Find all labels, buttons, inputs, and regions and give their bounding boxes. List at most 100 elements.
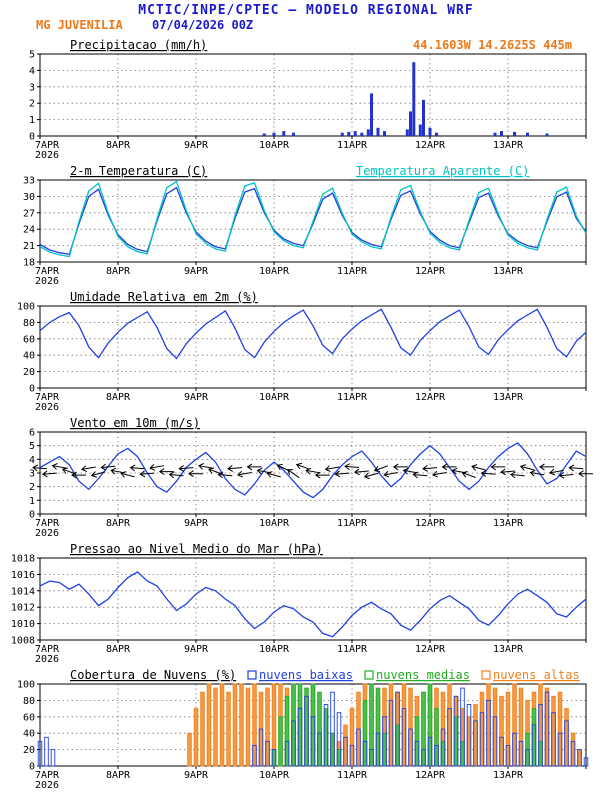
cloud-bar	[460, 687, 465, 767]
wind-arrow-icon	[158, 468, 174, 476]
x-tick-label: 9APR	[184, 140, 209, 151]
precip-bar	[272, 132, 276, 136]
x-tick-label: 10APR	[259, 392, 290, 403]
cloud-bar	[434, 745, 439, 767]
wind-arrow-icon	[237, 470, 252, 478]
wind-arrow-icon	[539, 463, 554, 471]
year-label: 2026	[35, 528, 59, 539]
x-tick-label: 7APR	[35, 140, 60, 151]
cloud-bar	[531, 708, 537, 767]
wind-arrow-icon	[373, 465, 389, 473]
y-tick-label: 1016	[11, 570, 35, 581]
cloud-bar	[440, 728, 446, 767]
wind-arrow-icon	[198, 463, 213, 470]
y-tick-label: 1	[29, 115, 35, 126]
cloud-bar	[219, 683, 225, 767]
x-tick-label: 13APR	[493, 518, 524, 529]
cloud-bar	[395, 724, 400, 767]
y-tick-label: 4	[29, 66, 35, 77]
cloud-bar	[421, 749, 426, 767]
x-tick-label: 7APR	[35, 266, 60, 277]
x-tick-label: 7APR	[35, 770, 60, 781]
precip-bar	[526, 132, 529, 136]
cloud-bar	[466, 704, 472, 767]
y-tick-label: 1	[29, 496, 35, 507]
y-tick-label: 2	[29, 482, 35, 493]
wind-arrow-icon	[149, 464, 164, 471]
wind-arrow-icon	[305, 467, 320, 475]
precip-bar	[422, 99, 425, 136]
precip-bar	[376, 127, 380, 136]
cloud-bar	[193, 708, 199, 767]
y-tick-label: 100	[17, 680, 35, 691]
y-tick-label: 5	[29, 50, 35, 61]
cloud-bar	[395, 691, 400, 767]
cloud-bar	[473, 720, 478, 767]
cloud-bar	[525, 749, 530, 767]
cloud-bar	[414, 740, 420, 767]
wind-arrow-icon	[422, 465, 438, 472]
y-tick-label: 40	[23, 729, 35, 740]
precip-bar	[360, 132, 364, 136]
cloud-bar	[297, 683, 303, 767]
wind-arrow-icon	[471, 464, 486, 471]
year-label: 2026	[35, 276, 59, 287]
panel-title: Pressao ao Nivel Medio do Mar (hPa)	[70, 542, 323, 556]
cloud-bar	[349, 745, 355, 767]
cloud-bar	[401, 683, 407, 767]
wind-arrow-icon	[363, 472, 379, 480]
cloud-bar	[557, 732, 563, 767]
x-tick-label: 10APR	[259, 770, 290, 781]
x-tick-label: 7APR	[35, 392, 60, 403]
panel-frame	[39, 557, 587, 641]
series-line	[39, 571, 587, 638]
cloud-bar	[564, 720, 569, 767]
x-tick-label: 9APR	[184, 644, 209, 655]
cloud-bar	[369, 683, 374, 767]
wind-arrow-icon	[480, 470, 496, 477]
wind-arrow-icon	[61, 467, 77, 475]
location-coordinates: 44.1603W 14.2625S 445m	[413, 38, 572, 52]
wind-arrow-icon	[71, 471, 86, 479]
cloud-bar	[349, 708, 355, 767]
x-tick-label: 10APR	[259, 266, 290, 277]
x-tick-label: 13APR	[493, 140, 524, 151]
y-tick-label: 20	[23, 367, 35, 378]
y-tick-label: 18	[23, 258, 35, 269]
precip-bar	[405, 129, 409, 136]
wind-arrow-icon	[295, 462, 311, 470]
cloud-bar	[206, 683, 212, 767]
x-tick-label: 9APR	[184, 266, 209, 277]
panel-frame	[39, 179, 587, 263]
precip-bar	[353, 131, 357, 136]
x-tick-label: 11APR	[337, 392, 368, 403]
cloud-bar	[362, 740, 368, 767]
y-tick-label: 0	[29, 762, 35, 773]
y-tick-label: 6	[29, 428, 35, 439]
figure-title: MCTIC/INPE/CPTEC — MODELO REGIONAL WRF	[138, 3, 473, 18]
cloud-bar	[330, 691, 335, 767]
precip-bar	[412, 62, 416, 137]
cloud-bar	[37, 740, 43, 767]
cloud-bar	[375, 732, 381, 767]
x-tick-label: 9APR	[184, 770, 209, 781]
cloud-bar	[505, 745, 511, 767]
y-tick-label: 60	[23, 712, 35, 723]
x-tick-label: 8APR	[106, 392, 131, 403]
x-tick-label: 8APR	[106, 266, 131, 277]
x-tick-label: 13APR	[493, 392, 524, 403]
series-line	[39, 186, 587, 256]
y-tick-label: 24	[23, 225, 35, 236]
y-tick-label: 27	[23, 208, 35, 219]
cloud-bar	[291, 683, 296, 767]
precip-bar	[513, 131, 516, 136]
wind-arrow-icon	[383, 470, 398, 478]
precip-bar	[545, 133, 549, 136]
cloud-bar	[518, 740, 524, 767]
cloud-bar	[375, 687, 381, 767]
cloud-bar	[271, 749, 277, 767]
cloud-bar	[323, 708, 329, 767]
wind-arrow-icon	[246, 463, 262, 471]
wind-arrow-icon	[568, 464, 584, 472]
y-tick-label: 20	[23, 745, 35, 756]
